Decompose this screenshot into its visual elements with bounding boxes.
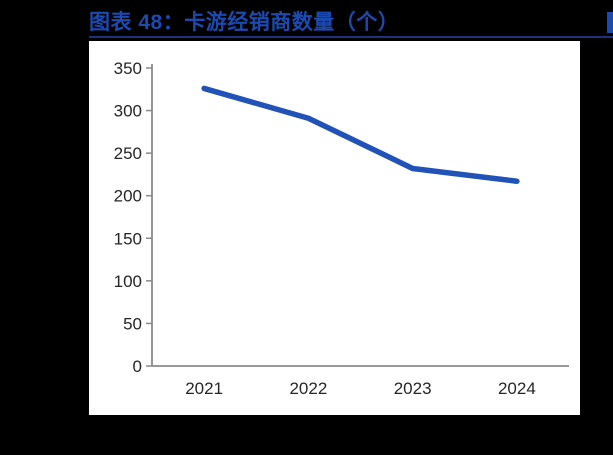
distributor-line-chart: 0 50 100 150 200 250 300 350 2021 2022 2023 2024 — [89, 41, 580, 415]
y-tick-label: 300 — [114, 102, 142, 121]
y-tick-label: 250 — [114, 144, 142, 163]
x-tick-label: 2023 — [394, 379, 432, 398]
y-tick-label: 200 — [114, 187, 142, 206]
line-chart-svg: 0 50 100 150 200 250 300 350 2021 2022 2023 2024 — [114, 59, 569, 398]
x-tick-label: 2022 — [289, 379, 327, 398]
adjacent-figure-marker — [607, 12, 613, 33]
y-tick-label: 0 — [133, 357, 142, 376]
chart-card: 0 50 100 150 200 250 300 350 2021 2022 2023 2024 — [89, 41, 580, 415]
y-tick-label: 350 — [114, 59, 142, 78]
y-tick-label: 50 — [123, 314, 142, 333]
y-tick-label: 150 — [114, 229, 142, 248]
y-tick-label: 100 — [114, 272, 142, 291]
header-underline — [89, 36, 613, 38]
series-line — [201, 85, 520, 184]
x-tick-label: 2024 — [498, 379, 536, 398]
x-tick-label: 2021 — [185, 379, 223, 398]
figure-title: 图表 48：卡游经销商数量（个） — [89, 11, 400, 34]
